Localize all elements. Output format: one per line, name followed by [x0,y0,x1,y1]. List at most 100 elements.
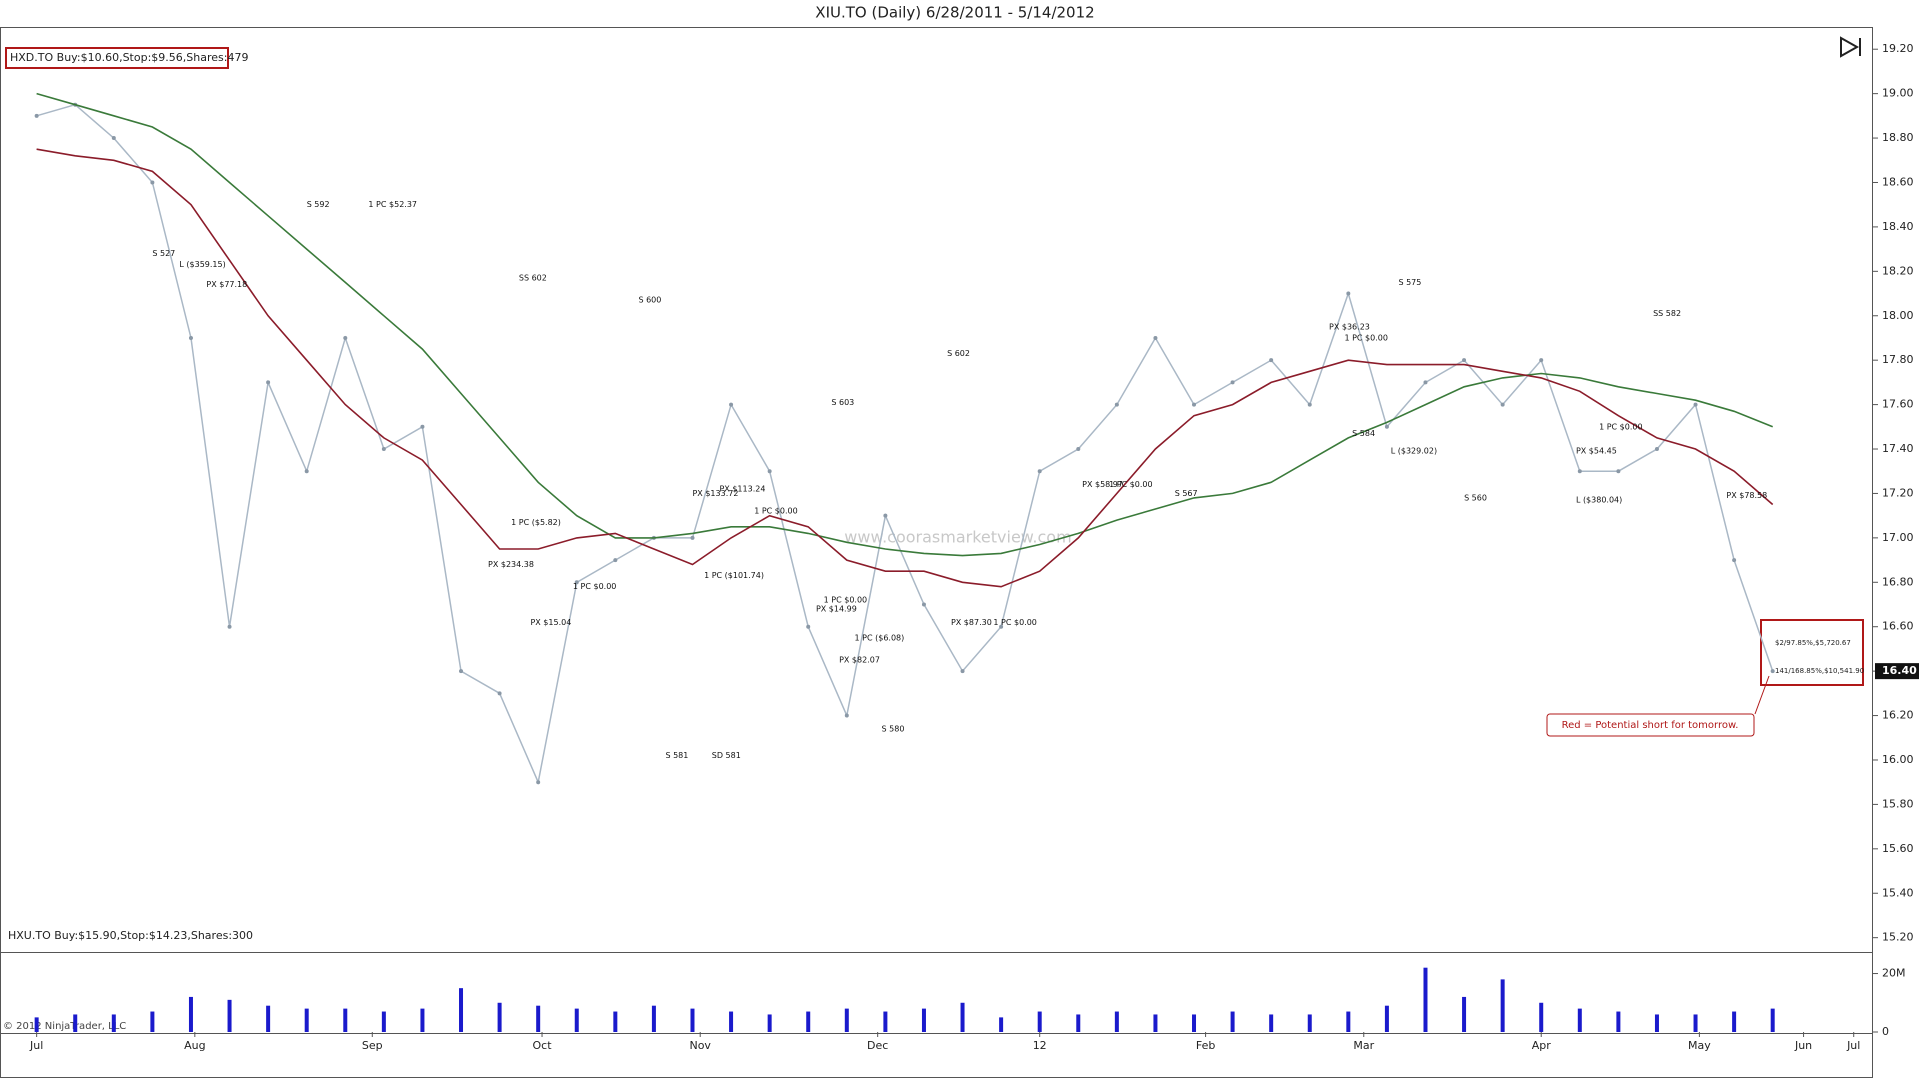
volume-bar [651,1005,656,1032]
trade-annotation: L ($329.02) [1391,447,1437,456]
volume-bar [459,988,464,1032]
price-line [36,92,1773,557]
trade-annotation: S 592 [307,200,330,209]
volume-bar [883,1011,888,1032]
trade-annotation: S 600 [638,296,661,305]
close-point [497,691,502,696]
trade-annotation: 1 PC $0.00 [573,582,617,591]
x-tick-label: Sep [362,1039,383,1052]
volume-bar [188,996,193,1032]
close-point [1346,291,1351,296]
volume-bar [304,1008,309,1032]
volume-bar [1076,1014,1081,1032]
x-tick-label: Mar [1353,1039,1374,1052]
close-point [690,535,695,540]
close-point [883,513,888,518]
trade-annotation: 1 PC $0.00 [1344,333,1388,342]
close-point [381,447,386,452]
y-tick-label: 17.00 [1882,531,1914,544]
close-point [150,180,155,185]
volume-bar [1269,1014,1274,1032]
close-point [999,624,1004,629]
x-tick-label: Apr [1532,1039,1552,1052]
play-icon[interactable] [1840,36,1861,58]
close-point [1462,358,1467,363]
frame [0,27,1873,1078]
callout: Red = Potential short for tomorrow. [1562,720,1739,731]
volume-bar [1192,1014,1197,1032]
volume-bar [1577,1008,1582,1032]
trade-annotation: S 560 [1464,493,1487,502]
y-tick-label: 15.80 [1882,797,1914,810]
y-tick-label: 18.60 [1882,175,1914,188]
trade-annotation: 1 PC $0.00 [1109,480,1153,489]
volume-bar [343,1008,348,1032]
volume-bar [729,1011,734,1032]
close-point [420,424,425,429]
y-tick-label: 18.20 [1882,264,1914,277]
trade-annotation: S 603 [831,398,854,407]
volume-bar [1423,967,1428,1032]
x-tick-label: Jun [1794,1039,1812,1052]
close-point [767,469,772,474]
close-point [729,402,734,407]
volume-bar [1307,1014,1312,1032]
volume-bar [73,1014,78,1032]
trade-annotation: PX $113.24 [719,485,765,494]
y-tick-label: 17.20 [1882,486,1914,499]
volume-bar [536,1005,541,1032]
close-point [1616,469,1621,474]
watermark: www.coorasmarketview.com [844,528,1071,547]
trade-annotation: PX $58.97 [1082,480,1123,489]
trade-annotation: PX $234.38 [488,560,534,569]
close-point [960,669,965,674]
trade-annotation: S 581 [665,751,688,760]
volume-bar [1230,1011,1235,1032]
y-tick-label: 17.80 [1882,353,1914,366]
icon[interactable] [1840,36,1861,58]
trade-annotation: L ($359.15) [179,260,225,269]
volume-bar [1153,1014,1158,1032]
volume-bar [574,1008,579,1032]
close-point [1732,558,1737,563]
trade-annotation: 1 PC ($101.74) [704,571,764,580]
x-tick-label: 12 [1033,1039,1047,1052]
close-point [34,113,39,118]
volume-bar [1616,1011,1621,1032]
volume-bar [921,1008,926,1032]
close-point [227,624,232,629]
trade-annotation: 1 PC ($6.08) [855,633,905,642]
volume-bar [1114,1011,1119,1032]
volume-tick-label: 0 [1882,1025,1889,1038]
volume-bar [844,1008,849,1032]
y-tick-label: 19.00 [1882,87,1914,100]
close-point [844,713,849,718]
close-point [1384,424,1389,429]
volume-bar [1037,1011,1042,1032]
signal-box [1760,619,1864,686]
x-tick-label: Dec [867,1039,888,1052]
volume-bar [1732,1011,1737,1032]
y-tick-label: 18.40 [1882,220,1914,233]
signal-text: 141/168.85%,$10,541.90 [1775,667,1864,675]
volume-bar [1654,1014,1659,1032]
close-point [1423,380,1428,385]
trade-annotation: S 567 [1175,489,1198,498]
y-tick-label: 16.80 [1882,575,1914,588]
y-tick-label: 15.20 [1882,931,1914,944]
volume-bar [150,1011,155,1032]
close-point [536,780,541,785]
top-note: HXD.TO Buy:$10.60,Stop:$9.56,Shares:479 [10,51,248,64]
close-point [1153,335,1158,340]
trade-annotation: SS 602 [519,273,547,282]
bottom-note: HXU.TO Buy:$15.90,Stop:$14.23,Shares:300 [8,929,253,942]
volume-bar [266,1005,271,1032]
close-point [1192,402,1197,407]
x-tick-label: Oct [533,1039,553,1052]
price-line [36,148,1774,588]
chart-title: XIU.TO (Daily) 6/28/2011 - 5/14/2012 [815,4,1094,22]
trade-annotation: 1 PC $0.00 [1599,422,1643,431]
volume-bar [1500,979,1505,1032]
close-point [1230,380,1235,385]
